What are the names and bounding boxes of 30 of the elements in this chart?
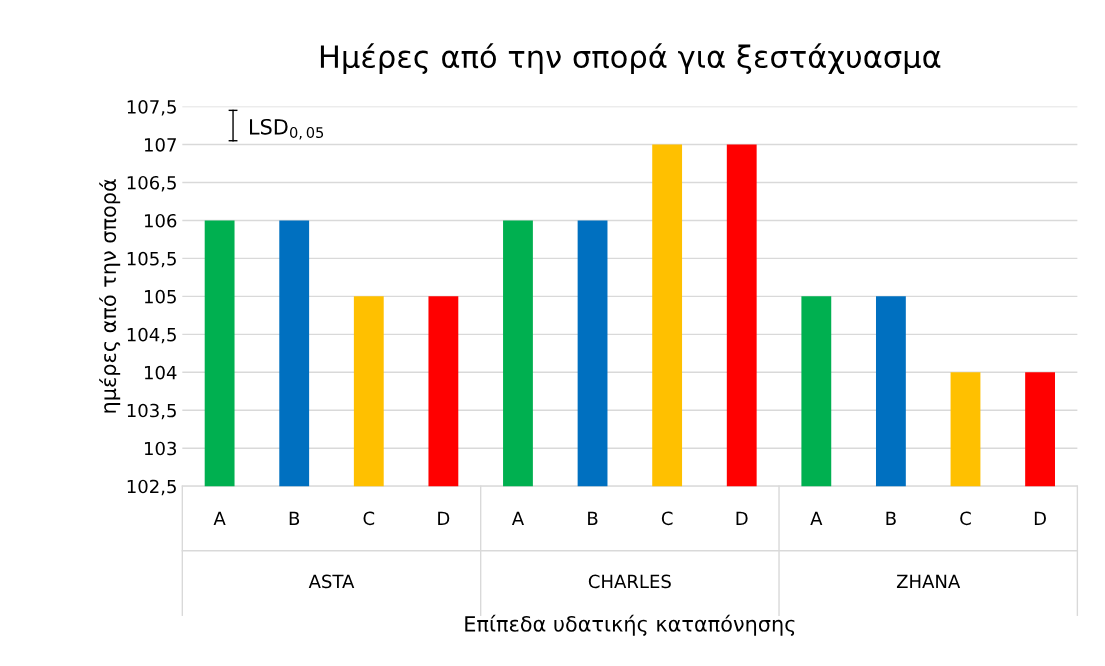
text: CHARLES bbox=[588, 574, 671, 589]
y-tick-label: 107,5 bbox=[127, 100, 176, 116]
x-tick-label: D bbox=[438, 511, 450, 525]
y-tick-label: 103 bbox=[144, 441, 177, 456]
text: ZHANA bbox=[896, 574, 961, 588]
x-tick-label: C bbox=[661, 511, 673, 526]
y-tick-label: 103,5 bbox=[127, 403, 176, 420]
x-tick-label: A bbox=[511, 511, 524, 525]
x-tick-label: C bbox=[960, 511, 971, 526]
x-tick-label: B bbox=[588, 511, 598, 525]
x-tick-label: A bbox=[213, 511, 226, 525]
x-tick-label: C bbox=[363, 511, 375, 526]
chart-title: Ημέρες από την σπορά για ξεστάχυασμα bbox=[320, 43, 941, 75]
x-tick-label: A bbox=[810, 511, 823, 525]
y-axis-title: ημέρες από την σπορά bbox=[99, 179, 121, 413]
y-tick-label: 105,5 bbox=[127, 251, 176, 268]
y-tick-label: 102,5 bbox=[127, 479, 176, 496]
x-axis-title: Επίπεδα υδατικής καταπόνησης bbox=[465, 614, 795, 636]
x-tick-label: B bbox=[886, 511, 896, 525]
annotation: LSD$_{0,05}$ bbox=[250, 118, 324, 140]
y-tick-label: 104 bbox=[144, 365, 177, 380]
x-tick-label: D bbox=[1034, 511, 1046, 525]
y-tick-label: 104,5 bbox=[127, 327, 176, 344]
x-tick-label: D bbox=[736, 511, 748, 525]
y-tick-label: 107 bbox=[144, 137, 176, 152]
y-tick-label: 105 bbox=[144, 289, 176, 304]
text: ASTA bbox=[308, 574, 355, 589]
y-tick-label: 106 bbox=[144, 213, 177, 228]
x-tick-label: B bbox=[289, 511, 300, 525]
y-tick-label: 106,5 bbox=[127, 175, 176, 192]
